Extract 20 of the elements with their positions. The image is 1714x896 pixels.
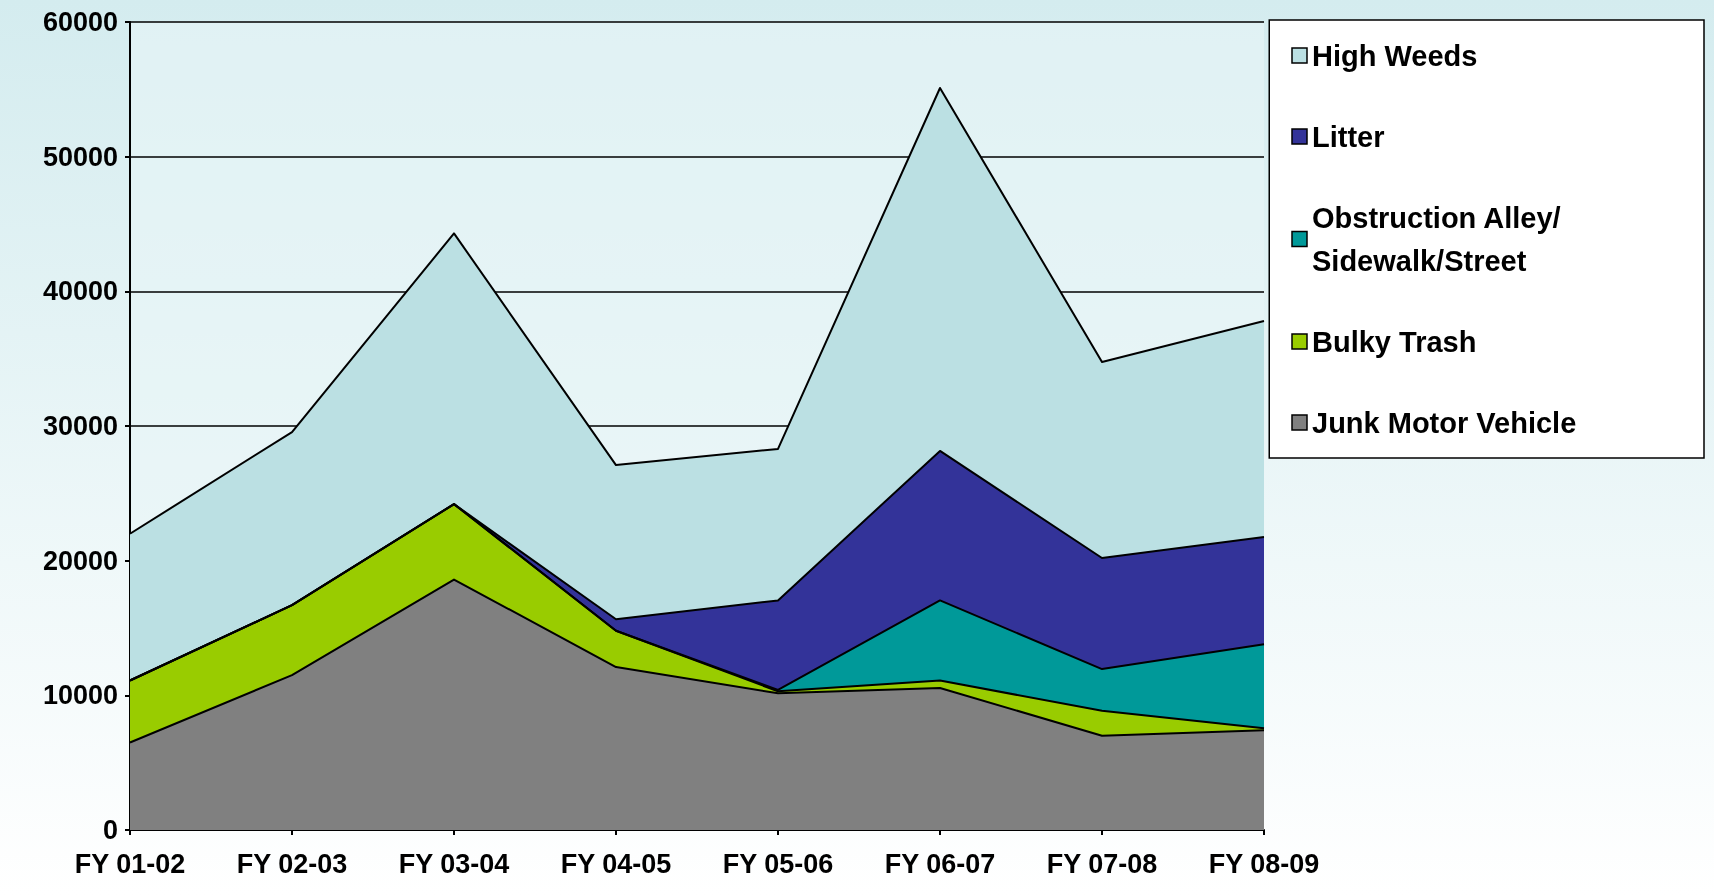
x-tick-label: FY 05-06 [722,848,834,879]
y-tick-label: 10000 [42,680,118,711]
x-tick-label: FY 06-07 [884,848,996,879]
y-tick-label: 30000 [42,411,118,441]
legend-label: Bulky Trash [1312,325,1477,358]
y-tick-label: 0 [102,815,118,845]
x-tick-label: FY 07-08 [1046,848,1158,879]
x-tick-label: FY 04-05 [560,848,672,879]
legend-label: Litter [1312,120,1385,153]
x-tick-label: FY 08-09 [1208,848,1320,879]
y-tick-label: 50000 [42,141,118,172]
y-tick-label: 40000 [42,276,118,307]
y-tick-label: 60000 [42,7,118,37]
legend-label: Obstruction Alley/Sidewalk/Street [1312,201,1561,277]
legend-label: High Weeds [1312,39,1478,72]
y-tick-label: 20000 [42,545,118,576]
legend-label: Junk Motor Vehicle [1312,406,1577,439]
x-tick-label: FY 02-03 [236,848,348,879]
x-tick-label: FY 01-02 [74,848,186,879]
x-tick-label: FY 03-04 [398,848,510,879]
